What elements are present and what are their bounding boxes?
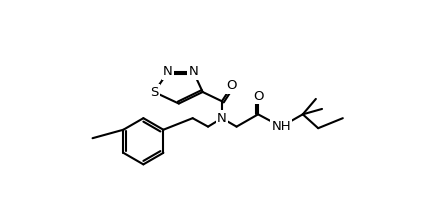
Text: O: O	[253, 90, 263, 103]
Text: NH: NH	[271, 120, 291, 133]
Text: N: N	[217, 112, 227, 125]
Text: O: O	[227, 79, 237, 92]
Text: N: N	[163, 65, 173, 79]
Text: S: S	[150, 85, 158, 99]
Text: N: N	[189, 65, 198, 79]
